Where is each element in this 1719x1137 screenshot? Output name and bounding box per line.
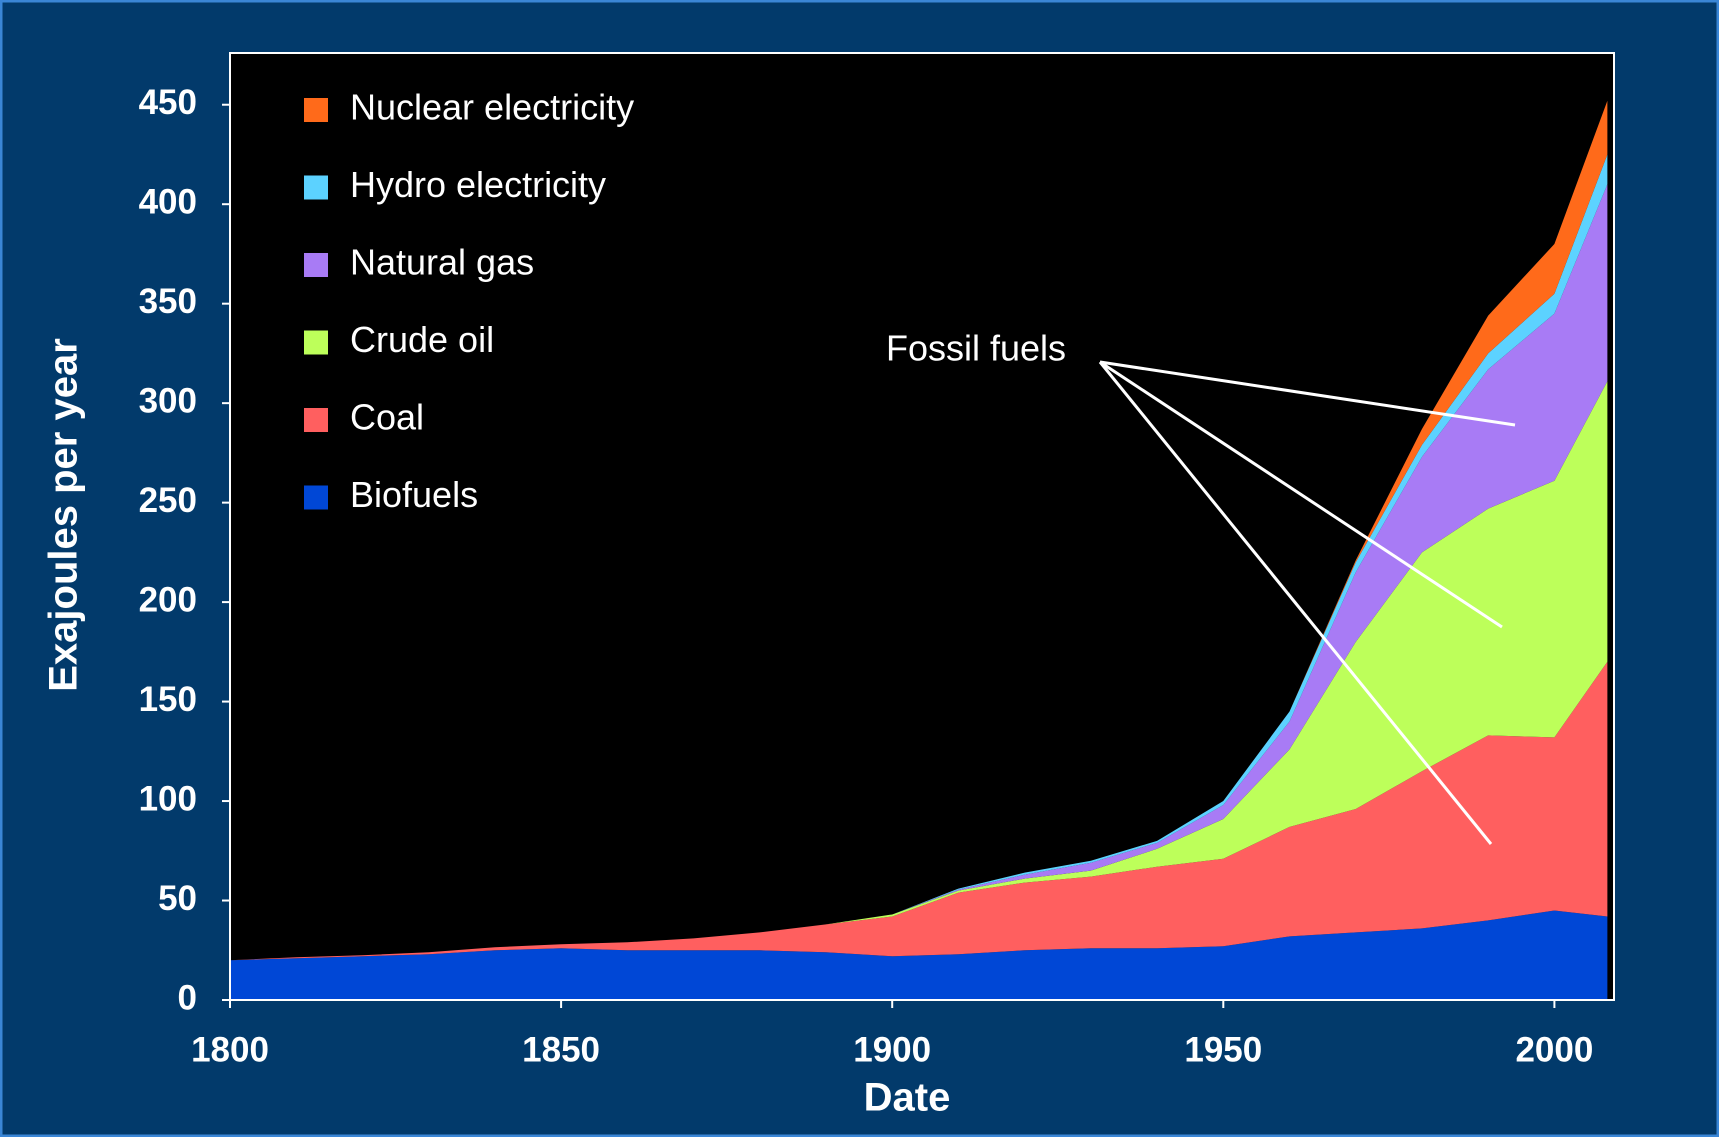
legend-swatch: [304, 485, 328, 510]
plot-border: [229, 52, 1615, 1001]
y-tick-label: 400: [139, 182, 197, 221]
legend-label: Coal: [350, 397, 424, 438]
legend-swatch: [304, 98, 328, 122]
legend-label: Crude oil: [350, 319, 494, 360]
y-tick-label: 200: [139, 580, 197, 619]
legend-label: Hydro electricity: [350, 164, 606, 205]
legend-label: Nuclear electricity: [350, 87, 634, 128]
x-tick-label: 1800: [191, 1030, 269, 1069]
area: [230, 381, 1608, 961]
x-axis-label: Date: [864, 1076, 951, 1120]
legend-label: Natural gas: [350, 242, 534, 283]
y-tick-label: 100: [139, 779, 197, 818]
x-tick-label: 1950: [1184, 1030, 1262, 1069]
legend-swatch: [304, 253, 328, 277]
area: [230, 910, 1608, 1000]
annotation-arrows: [1098, 360, 1516, 845]
y-tick-label: 250: [139, 481, 197, 520]
area: [230, 184, 1608, 961]
legend-swatch: [304, 175, 328, 200]
x-tick-label: 2000: [1515, 1030, 1593, 1069]
y-tick-label: 50: [158, 879, 197, 918]
y-tick-label: 350: [139, 282, 197, 321]
legend-swatch: [304, 330, 328, 355]
x-tick-label: 1850: [522, 1030, 600, 1069]
x-tick-label: 1900: [853, 1030, 931, 1069]
y-tick-label: 450: [139, 83, 197, 122]
legend-swatch: [304, 408, 328, 432]
y-tick-label: 150: [139, 680, 197, 719]
legend-label: Biofuels: [350, 474, 478, 515]
area: [230, 661, 1608, 961]
y-axis-label: Exajoules per year: [42, 338, 86, 692]
y-tick-label: 300: [139, 381, 197, 420]
y-tick-label: 0: [178, 978, 197, 1017]
annotation: Fossil fuels: [886, 328, 1066, 369]
